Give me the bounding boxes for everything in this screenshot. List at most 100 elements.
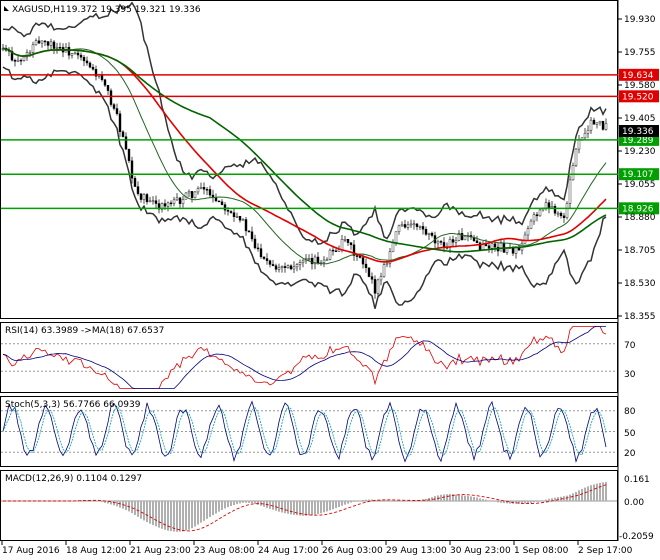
candle-down bbox=[253, 238, 257, 249]
candle-down bbox=[421, 226, 425, 230]
candle-down bbox=[226, 209, 230, 212]
candle-down bbox=[58, 47, 62, 49]
time-tick-label: 17 Aug 2016 bbox=[2, 546, 60, 556]
candle-down bbox=[169, 202, 173, 205]
candle-up bbox=[409, 223, 413, 226]
candle-down bbox=[259, 248, 263, 258]
candle-up bbox=[379, 276, 383, 281]
price-tick-label: 18.530 bbox=[624, 279, 656, 289]
candle-down bbox=[244, 219, 248, 232]
candle-up bbox=[385, 262, 389, 265]
candle-up bbox=[499, 242, 503, 252]
candle-down bbox=[109, 90, 113, 105]
candle-down bbox=[178, 197, 182, 204]
candle-down bbox=[451, 239, 455, 243]
rsi-panel[interactable] bbox=[0, 322, 618, 393]
bollinger-upper-line bbox=[2, 1, 607, 245]
level-label: 18.926 bbox=[622, 204, 654, 214]
candle-up bbox=[160, 203, 164, 210]
candle-up bbox=[526, 228, 530, 236]
candle-down bbox=[139, 193, 143, 200]
candle-up bbox=[298, 262, 302, 265]
candle-up bbox=[235, 216, 239, 218]
candle-down bbox=[43, 40, 47, 43]
candle-up bbox=[574, 148, 578, 166]
candle-up bbox=[523, 234, 527, 244]
candle-up bbox=[151, 200, 155, 202]
candle-down bbox=[334, 250, 338, 252]
candle-up bbox=[322, 259, 326, 263]
candle-up bbox=[556, 212, 560, 215]
candle-down bbox=[562, 215, 566, 218]
candle-up bbox=[148, 200, 152, 203]
candle-down bbox=[487, 245, 491, 249]
candle-up bbox=[571, 165, 575, 181]
rsi-ma-line bbox=[2, 326, 606, 389]
candle-up bbox=[391, 242, 395, 252]
candle-up bbox=[28, 52, 32, 54]
candle-up bbox=[604, 123, 608, 130]
candle-down bbox=[121, 131, 125, 137]
candle-up bbox=[313, 256, 317, 265]
candle-down bbox=[547, 202, 551, 208]
candle-down bbox=[250, 231, 254, 240]
candle-down bbox=[145, 194, 149, 203]
candle-up bbox=[277, 267, 281, 270]
candle-down bbox=[133, 177, 137, 187]
price-tick-label: 18.355 bbox=[624, 312, 656, 322]
candle-down bbox=[106, 85, 110, 91]
candle-down bbox=[232, 212, 236, 218]
candle-down bbox=[367, 267, 371, 277]
candle-up bbox=[568, 179, 572, 204]
time-tick-label: 18 Aug 12:00 bbox=[66, 546, 127, 556]
price-tick-label: 18.880 bbox=[624, 213, 656, 223]
candle-up bbox=[532, 214, 536, 222]
macd-title: MACD(12,26,9) 0.1104 0.1297 bbox=[5, 474, 142, 484]
price-tick-label: 19.930 bbox=[624, 15, 656, 25]
ohlc-values: 19.372 19.395 19.321 19.336 bbox=[66, 5, 201, 15]
candle-down bbox=[592, 119, 596, 125]
candle-up bbox=[280, 266, 284, 268]
candle-down bbox=[37, 40, 41, 44]
time-tick-label: 23 Aug 08:00 bbox=[194, 546, 255, 556]
candle-down bbox=[217, 200, 221, 203]
stoch-title: Stoch(5,3,3) 56.7766 66.0939 bbox=[5, 400, 141, 410]
candle-down bbox=[10, 50, 14, 61]
candle-up bbox=[196, 188, 200, 193]
level-label-box bbox=[619, 168, 659, 181]
current-price-label: 19.336 bbox=[622, 127, 654, 137]
candle-down bbox=[229, 211, 233, 213]
candle-down bbox=[331, 249, 335, 252]
price-tick-label: 19.055 bbox=[624, 180, 656, 190]
candle-up bbox=[325, 259, 329, 261]
time-axis: 17 Aug 2016 18 Aug 12:00 21 Aug 23:00 23 Au… bbox=[1, 541, 633, 556]
rsi-line bbox=[2, 326, 607, 389]
candle-down bbox=[310, 258, 314, 265]
candle-up bbox=[529, 220, 533, 229]
candle-up bbox=[595, 122, 599, 125]
candle-down bbox=[94, 69, 98, 77]
candle-up bbox=[583, 133, 587, 139]
candle-up bbox=[286, 265, 290, 269]
candle-up bbox=[454, 240, 458, 243]
price-tick-label: 19.230 bbox=[624, 147, 656, 157]
level-label: 19.289 bbox=[622, 136, 654, 146]
candle-up bbox=[49, 41, 53, 46]
candle-up bbox=[490, 243, 494, 249]
candle-down bbox=[256, 247, 260, 250]
stoch-tick-20: 20 bbox=[624, 449, 636, 459]
candle-up bbox=[400, 224, 404, 227]
candle-up bbox=[388, 251, 392, 264]
candle-down bbox=[220, 201, 224, 205]
candle-up bbox=[175, 197, 179, 201]
time-tick-label: 29 Aug 13:00 bbox=[386, 546, 447, 556]
chart-header: XAGUSD,H1 19.372 19.395 19.321 19.336 bbox=[4, 5, 201, 15]
candle-up bbox=[55, 47, 59, 49]
rsi-tick-30: 30 bbox=[624, 370, 636, 380]
candle-down bbox=[13, 60, 17, 62]
main-price-panel[interactable] bbox=[0, 0, 618, 319]
candle-up bbox=[397, 225, 401, 232]
candle-down bbox=[415, 223, 419, 227]
candle-up bbox=[412, 223, 416, 226]
